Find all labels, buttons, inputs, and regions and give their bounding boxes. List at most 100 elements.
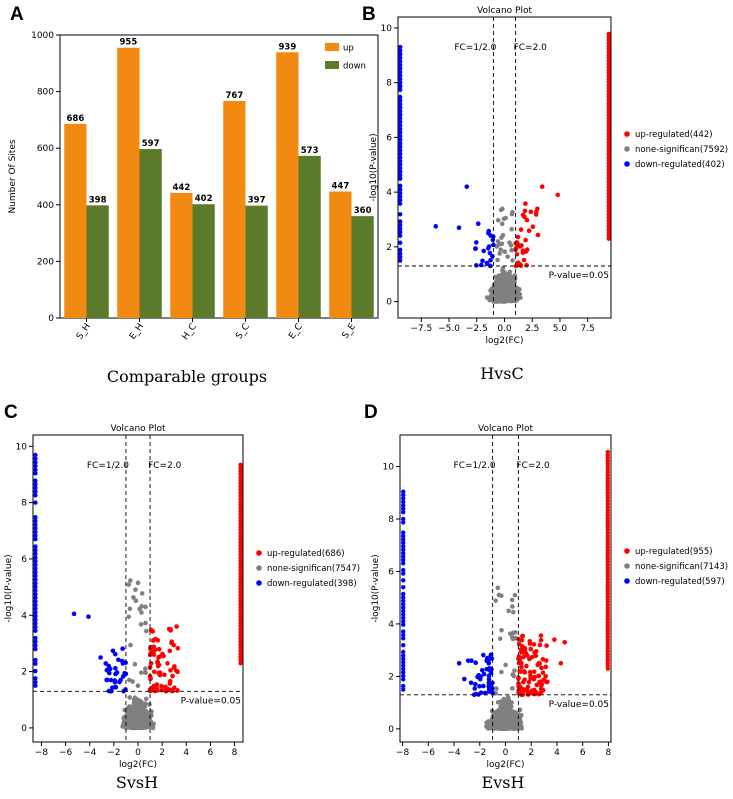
point-none-significant <box>510 609 516 615</box>
point-up-regulated-edge <box>606 224 611 229</box>
point-up-regulated <box>519 637 525 643</box>
point-up-regulated <box>172 685 177 691</box>
point-up-regulated <box>520 212 526 218</box>
point-none-significant <box>127 695 132 700</box>
point-down-regulated <box>486 657 492 663</box>
point-up-regulated-edge <box>606 155 611 160</box>
point-down-regulated-edge <box>33 676 38 681</box>
point-down-regulated-edge <box>33 621 38 626</box>
point-none-significant <box>500 206 505 212</box>
point-up-regulated <box>524 217 530 223</box>
point-down-regulated <box>120 646 125 651</box>
point-up-regulated-edge <box>238 515 243 520</box>
point-down-regulated-edge <box>401 683 406 689</box>
point-down-regulated-edge <box>401 677 406 682</box>
point-none-significant <box>125 718 131 724</box>
x-tick-label: S_C <box>234 322 252 341</box>
point-up-regulated-edge <box>238 626 243 632</box>
point-up-regulated <box>157 672 163 678</box>
point-down-regulated <box>480 652 486 658</box>
point-down-regulated-edge <box>398 76 403 82</box>
point-up-regulated-edge <box>606 70 611 76</box>
point-down-regulated-edge <box>33 569 38 575</box>
legend-marker-down-regulated <box>624 161 630 167</box>
point-down-regulated-edge <box>33 551 38 557</box>
point-up-regulated-edge <box>238 499 243 505</box>
point-none-significant <box>139 591 145 596</box>
point-down-regulated <box>487 666 493 671</box>
point-up-regulated-edge <box>606 52 611 58</box>
point-down-regulated <box>486 689 492 694</box>
point-up-regulated <box>161 653 166 659</box>
point-up-regulated-edge <box>606 125 611 130</box>
point-down-regulated-edge <box>398 84 403 89</box>
point-up-regulated <box>525 653 530 658</box>
point-up-regulated <box>162 672 167 678</box>
point-down-regulated <box>490 253 495 259</box>
point-down-regulated-edge <box>33 646 38 652</box>
x-tick-label: S_H <box>75 322 93 342</box>
point-none-significant <box>498 247 504 252</box>
point-down-regulated-edge <box>401 571 406 576</box>
point-up-regulated-edge <box>606 31 611 37</box>
point-down-regulated-edge <box>33 602 38 608</box>
x-tick-label: S_E <box>341 322 358 341</box>
x-tick-label: −8 <box>35 748 49 758</box>
bar-value-label: 955 <box>119 38 137 48</box>
point-down-regulated-edge <box>398 62 403 68</box>
x-tick-label: 2 <box>528 748 534 758</box>
point-up-regulated-edge <box>606 152 611 157</box>
point-down-regulated-edge <box>398 155 403 160</box>
point-down-regulated-edge <box>401 663 406 668</box>
y-tick-label: 6 <box>388 567 394 577</box>
point-down-regulated <box>488 257 493 263</box>
point-down-regulated-edge <box>398 112 403 117</box>
point-down-regulated-edge <box>398 133 403 139</box>
point-up-regulated-edge <box>238 657 243 663</box>
point-down-regulated-edge <box>401 578 406 583</box>
point-down-regulated-edge <box>398 105 403 110</box>
point-none-significant <box>138 670 144 675</box>
legend-label-none-significant: none-significan(7547) <box>267 564 360 574</box>
point-down-regulated-edge <box>398 219 403 224</box>
bar-down <box>139 149 162 318</box>
point-up-regulated-edge <box>238 493 243 499</box>
point-down-regulated-edge <box>401 533 406 539</box>
point-down-regulated-edge <box>33 478 38 483</box>
x-axis-label: log2(FC) <box>487 760 525 770</box>
point-down-regulated-edge <box>33 606 38 611</box>
point-down-regulated-edge <box>33 526 38 531</box>
point-down-regulated <box>486 230 491 236</box>
point-up-regulated-edge <box>238 512 243 517</box>
point-up-regulated <box>530 224 536 230</box>
point-up-regulated-edge <box>605 449 610 455</box>
point-up-regulated-edge <box>238 571 243 576</box>
legend-label-down-regulated: down-regulated(402) <box>635 160 725 170</box>
point-up-regulated-edge <box>606 197 611 202</box>
point-none-significant <box>495 699 501 705</box>
point-down-regulated-edge <box>33 617 38 622</box>
point-up-regulated-edge <box>238 574 243 579</box>
bar-down <box>298 155 321 318</box>
point-up-regulated-edge <box>606 191 611 196</box>
point-up-regulated <box>519 664 524 670</box>
point-down-regulated-edge <box>398 212 403 217</box>
point-down-regulated-edge <box>401 632 406 638</box>
point-up-regulated-edge <box>238 527 243 533</box>
point-down-regulated-edge <box>398 247 403 253</box>
y-tick-label: 8 <box>388 515 394 525</box>
point-down-regulated-edge <box>33 493 38 498</box>
point-up-regulated <box>555 192 561 198</box>
point-down-regulated <box>433 224 439 229</box>
point-down-regulated-edge <box>401 544 406 549</box>
legend-marker-none-significant <box>624 146 630 152</box>
point-down-regulated-edge <box>398 98 403 103</box>
point-down-regulated <box>113 671 118 677</box>
x-tick-label: 2.5 <box>525 324 539 334</box>
plot-title: Volcano Plot <box>477 6 532 16</box>
fc-threshold-label: FC=1/2.0 <box>87 461 129 471</box>
point-up-regulated-edge <box>238 521 243 526</box>
y-tick-label: 4 <box>388 620 394 630</box>
point-up-regulated-edge <box>606 209 611 214</box>
point-down-regulated <box>113 665 118 671</box>
